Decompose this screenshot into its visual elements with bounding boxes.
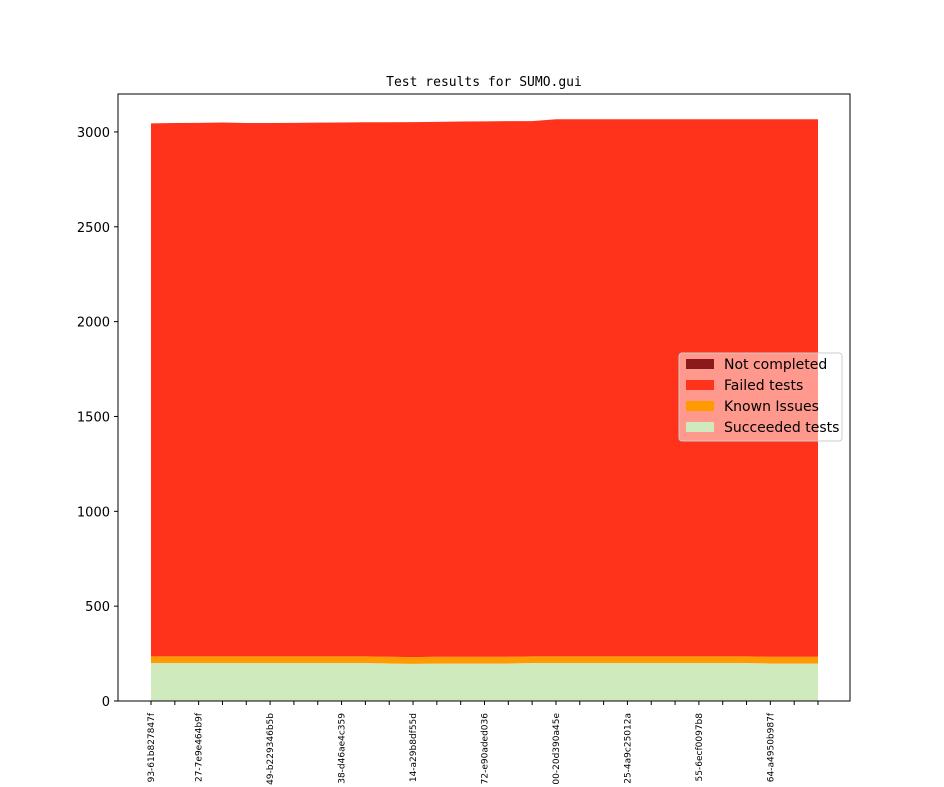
area-failed-tests — [151, 119, 818, 658]
x-tick-label: 93-61b827847f — [147, 712, 157, 782]
y-tick-label: 1000 — [77, 505, 110, 520]
area-layers — [151, 119, 818, 701]
x-tick-label: 38-d46ae4c359 — [338, 713, 348, 784]
y-tick-label: 0 — [102, 695, 110, 710]
y-tick-label: 500 — [85, 600, 110, 615]
x-tick-label: 55-6ecf0097b8 — [695, 713, 705, 782]
y-tick-label: 3000 — [77, 126, 110, 141]
x-tick-label: 49-b229346b5b — [266, 713, 276, 785]
legend-swatch — [686, 359, 714, 369]
area-known-issues — [151, 656, 818, 664]
legend-swatch — [686, 401, 714, 411]
legend-swatch — [686, 380, 714, 390]
x-tick-label: 00-20d390a45e — [552, 713, 562, 785]
legend-label: Failed tests — [724, 378, 803, 394]
x-tick-label: 64-a4950b987f — [766, 712, 776, 782]
y-axis: 0 500 1000 1500 2000 2500 3000 — [77, 126, 118, 710]
y-tick-label: 1500 — [77, 410, 110, 425]
legend-label: Not completed — [724, 357, 827, 373]
legend-label: Known Issues — [724, 399, 819, 415]
y-tick-label: 2500 — [77, 221, 110, 236]
x-tick-label: 14-a29b8df55d — [409, 713, 419, 782]
legend-box — [678, 352, 843, 442]
area-succeeded-tests — [151, 663, 818, 701]
x-tick-label: 25-4a9c25012a — [623, 713, 633, 784]
legend: Not completed Failed tests Known Issues Suc… — [678, 352, 843, 442]
chart-title: Test results for SUMO.gui — [386, 75, 582, 90]
x-axis: 93-61b827847f 27-7e9e464b9f 49-b229346b5b 3… — [147, 701, 819, 785]
y-tick-label: 2000 — [77, 316, 110, 331]
legend-swatch — [686, 422, 714, 432]
x-tick-label: 72-e90aded036 — [481, 713, 491, 785]
x-tick-label: 27-7e9e464b9f — [195, 712, 205, 782]
legend-label: Succeeded tests — [724, 420, 839, 436]
